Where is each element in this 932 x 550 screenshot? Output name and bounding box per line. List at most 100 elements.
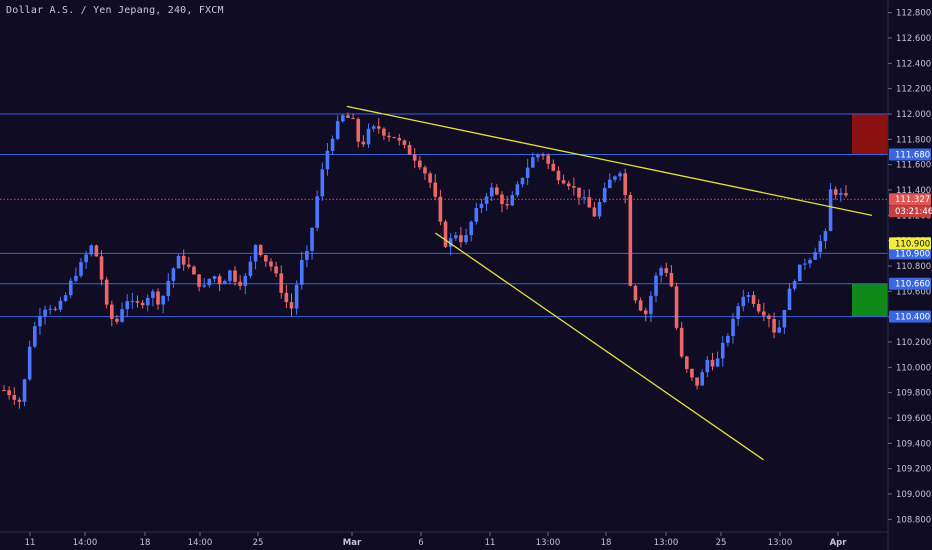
candle: [726, 333, 730, 347]
candle-body: [104, 279, 109, 305]
candle: [115, 314, 119, 325]
level-tag[interactable]: 111.680: [889, 148, 931, 161]
trendline-upper[interactable]: [346, 105, 873, 216]
candle: [197, 274, 201, 292]
candle-body: [464, 235, 468, 243]
candle: [310, 227, 314, 260]
x-tick-label: 13:00: [768, 538, 793, 548]
candle: [782, 309, 787, 335]
candle-body: [7, 390, 11, 396]
candle: [443, 219, 448, 249]
candle-body: [284, 292, 289, 303]
candle: [335, 115, 340, 141]
alert-tag-bg: [889, 237, 931, 250]
current-price-tag-text: 111.327: [895, 195, 930, 205]
candle: [346, 112, 350, 119]
y-tick-label: 112.600: [896, 34, 931, 44]
candle: [541, 152, 545, 160]
target-zone[interactable]: [852, 114, 888, 155]
x-tick-label: Mar: [343, 538, 362, 548]
candle-body: [808, 259, 812, 264]
candle-body: [803, 263, 807, 265]
candle-body: [762, 311, 766, 316]
candle-body: [351, 117, 355, 119]
current-price-tag[interactable]: 111.327: [889, 193, 931, 206]
y-tick-label: 111.600: [896, 161, 931, 171]
candle: [705, 355, 710, 378]
candle: [217, 273, 222, 292]
candle-body: [515, 184, 520, 196]
candle-body: [674, 286, 679, 328]
candle: [361, 135, 366, 148]
stop-zone[interactable]: [852, 283, 888, 317]
candle-body: [110, 304, 114, 319]
candle: [222, 279, 227, 285]
candle-body: [346, 115, 350, 118]
candle-body: [58, 300, 63, 310]
level-tag-bg: [889, 310, 931, 323]
alert-tag[interactable]: 110.900: [889, 237, 931, 250]
trendline-lower[interactable]: [435, 232, 764, 461]
level-tag[interactable]: 110.400: [889, 310, 931, 323]
candle-body: [192, 266, 196, 275]
candle-body: [161, 295, 165, 305]
candle: [269, 258, 273, 272]
candle-body: [238, 281, 242, 286]
candle-body: [433, 182, 438, 197]
candle: [433, 174, 438, 201]
candle-body: [495, 187, 499, 195]
countdown-tag-bg: [889, 205, 931, 218]
level-tag[interactable]: 110.900: [889, 247, 931, 259]
level-tag-bg: [889, 277, 931, 290]
candle: [741, 289, 746, 312]
candle-body: [125, 301, 130, 310]
candle-body: [412, 154, 417, 161]
candle-body: [222, 281, 227, 285]
candle-body: [197, 274, 201, 287]
candle: [746, 292, 751, 303]
candle-body: [335, 121, 340, 139]
candle-body: [130, 301, 135, 303]
candle: [556, 166, 561, 185]
candle: [38, 307, 42, 335]
candle: [484, 192, 489, 212]
candle-body: [726, 336, 730, 343]
candle-body: [720, 342, 725, 359]
candle-body: [623, 173, 628, 196]
candle-body: [371, 126, 376, 129]
candle: [649, 291, 653, 323]
candle-body: [679, 327, 684, 357]
candle: [777, 320, 782, 334]
candle: [397, 133, 402, 146]
candle: [156, 288, 160, 310]
candle: [207, 278, 212, 288]
candle-body: [294, 284, 299, 309]
candle: [135, 295, 140, 308]
candle-body: [48, 308, 53, 310]
candle: [674, 282, 679, 330]
candle-body: [387, 135, 391, 138]
candle-body: [510, 195, 515, 206]
level-tag[interactable]: 110.660: [889, 277, 931, 290]
candle: [33, 321, 37, 349]
candle-body: [566, 183, 571, 187]
candle-body: [166, 280, 171, 296]
candle: [572, 177, 576, 196]
candle: [202, 277, 207, 288]
candle: [58, 296, 63, 312]
candles-layer: [2, 112, 848, 409]
countdown-tag[interactable]: 03:21:46: [889, 205, 932, 218]
candle-body: [258, 244, 263, 256]
candle: [171, 267, 176, 288]
trendlines-layer[interactable]: [346, 105, 873, 461]
candle-body: [212, 276, 217, 279]
candle-body: [608, 179, 612, 189]
candle: [68, 277, 73, 299]
candle: [79, 257, 83, 278]
candle-body: [274, 266, 278, 274]
candle: [264, 254, 268, 267]
candle: [453, 232, 458, 242]
candle: [731, 312, 735, 344]
candle-body: [618, 173, 622, 177]
